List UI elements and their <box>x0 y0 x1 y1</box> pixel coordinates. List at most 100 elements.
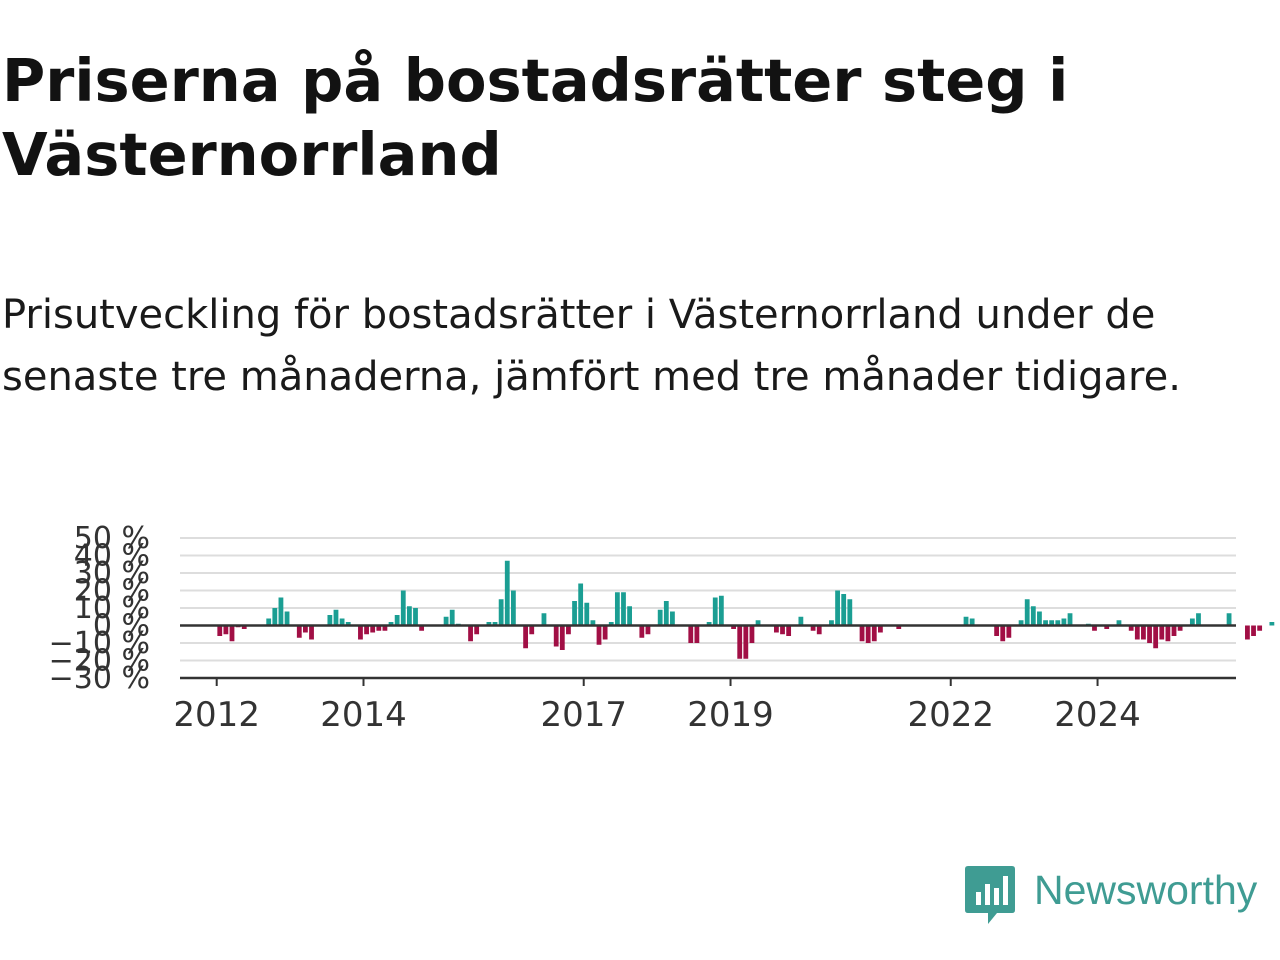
bar <box>229 625 235 642</box>
bar <box>382 625 388 631</box>
bar <box>559 625 565 650</box>
newsworthy-logo: Newsworthy <box>964 864 1280 928</box>
bar <box>755 620 761 626</box>
newsworthy-wordmark: Newsworthy <box>1034 867 1258 913</box>
y-tick-label: 40 % <box>74 539 150 574</box>
bar <box>1141 625 1146 640</box>
bar <box>1159 625 1165 640</box>
bar <box>370 625 376 633</box>
bar <box>400 590 406 626</box>
bar <box>413 608 418 626</box>
bar <box>572 601 577 626</box>
bar <box>1189 618 1195 626</box>
bar <box>590 620 596 626</box>
bar <box>1116 620 1122 626</box>
x-tick-label: 2024 <box>1054 695 1141 735</box>
bar <box>394 615 400 626</box>
bar <box>486 622 492 626</box>
bar <box>688 625 694 643</box>
bar <box>443 616 449 626</box>
bar-chart: 50 %40 %30 %20 %10 %0 %−10 %−20 %−30 % 2… <box>49 521 1275 735</box>
bar <box>994 625 1000 636</box>
bar <box>1030 606 1036 626</box>
bar <box>596 625 602 645</box>
bar <box>584 602 590 626</box>
bar <box>449 609 455 626</box>
bar <box>406 606 412 626</box>
bar <box>1165 625 1171 642</box>
bar <box>1251 625 1256 636</box>
bar <box>1092 625 1097 631</box>
bar <box>1257 625 1263 631</box>
y-tick-label: 10 % <box>74 591 150 626</box>
chart-subtitle: Prisutveckling för bostadsrätter i Väste… <box>2 292 1181 400</box>
newsworthy-logo-icon <box>965 866 1015 924</box>
bar <box>829 620 834 626</box>
bar <box>474 625 480 635</box>
bar <box>602 625 608 640</box>
bar <box>345 622 351 626</box>
bar <box>1245 625 1250 640</box>
bar <box>309 625 314 640</box>
bar <box>553 625 559 647</box>
bar <box>1061 618 1067 626</box>
bar <box>523 625 529 649</box>
bar <box>1000 625 1006 642</box>
bar <box>1147 625 1152 643</box>
bar <box>504 560 510 626</box>
y-tick-label: 30 % <box>74 556 150 591</box>
bar <box>871 625 877 642</box>
bar <box>694 625 700 643</box>
bar <box>272 608 278 626</box>
bar <box>333 609 339 626</box>
x-tick-label: 2014 <box>320 695 407 735</box>
bar <box>266 618 272 626</box>
bar <box>614 592 620 626</box>
bar <box>376 625 382 631</box>
bar <box>608 622 614 626</box>
axes <box>180 624 1236 680</box>
bar <box>621 592 626 626</box>
bar <box>566 625 571 635</box>
bar <box>835 590 840 626</box>
bar <box>1037 611 1042 626</box>
bar <box>1153 625 1159 649</box>
bar <box>339 618 345 626</box>
chart-title: Priserna på bostadsrätter steg i Västern… <box>2 46 1069 189</box>
bar <box>510 590 516 626</box>
bar <box>1128 625 1134 631</box>
bar <box>731 625 736 629</box>
bar <box>498 599 504 626</box>
bar <box>388 622 394 626</box>
x-axis-ticks: 2012 2014 2017 2019 2022 2024 <box>173 678 1141 735</box>
bar <box>1171 625 1177 636</box>
bar <box>865 625 871 643</box>
x-tick-label: 2019 <box>687 695 774 735</box>
bar <box>749 625 755 643</box>
bar <box>718 595 724 626</box>
bar <box>1134 625 1140 640</box>
bar <box>627 606 632 626</box>
bar <box>743 625 749 659</box>
bar <box>1024 599 1030 626</box>
gridlines <box>180 537 1236 679</box>
bar <box>364 625 369 635</box>
bar <box>1104 625 1110 629</box>
bar <box>1006 625 1012 638</box>
bar <box>284 611 290 626</box>
bar <box>1018 620 1024 626</box>
bar <box>841 594 847 626</box>
bar <box>1226 613 1232 626</box>
y-axis-tick-labels: 50 %40 %30 %20 %10 %0 %−10 %−20 %−30 % <box>49 521 150 696</box>
bar <box>296 625 302 638</box>
bar <box>780 625 785 635</box>
bar <box>578 583 584 626</box>
bar <box>1177 625 1183 631</box>
bar <box>541 613 547 626</box>
bar <box>816 625 822 635</box>
bar <box>737 625 743 659</box>
bar <box>847 599 853 626</box>
bar <box>223 625 229 635</box>
bar <box>712 597 718 626</box>
bar <box>529 625 535 635</box>
